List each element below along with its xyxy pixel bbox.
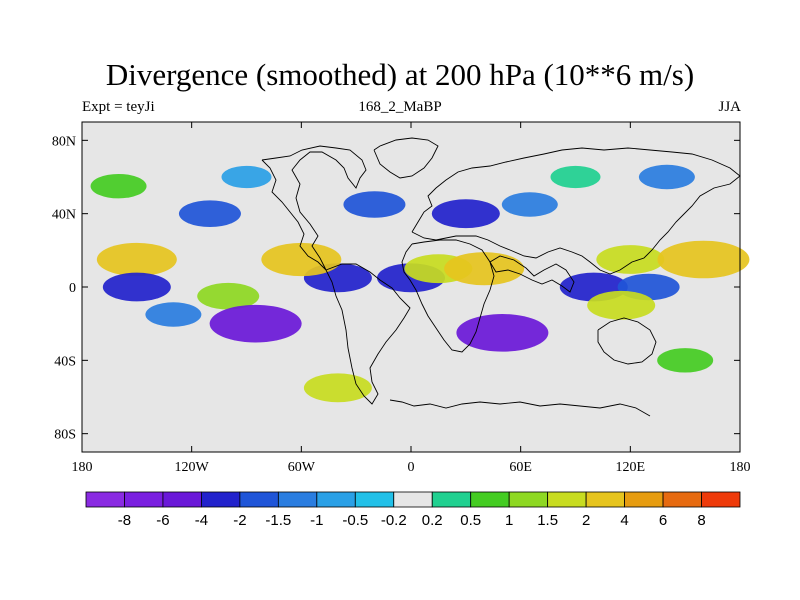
- y-tick-label-1: 40N: [52, 208, 76, 223]
- field-cell-0: [96, 242, 177, 277]
- colorbar-label-2: -4: [195, 512, 208, 529]
- field-cell-15: [431, 199, 500, 229]
- field-cell-21: [587, 290, 656, 320]
- field-cell-19: [657, 240, 750, 279]
- x-tick-label-0: 180: [72, 460, 93, 475]
- colorbar-swatch-4: [239, 491, 279, 508]
- coastline-africa: [401, 239, 495, 353]
- field-cell-9: [261, 242, 342, 277]
- colorbar-swatch-11: [508, 491, 549, 508]
- coastline-greenland: [373, 137, 439, 179]
- field-cell-23: [303, 373, 372, 403]
- colorbar-swatch-0: [85, 491, 125, 508]
- field-cell-1: [102, 272, 171, 302]
- colorbar-swatch-16: [701, 491, 741, 508]
- colorbar-swatch-2: [162, 491, 202, 508]
- colorbar-swatch-7: [354, 491, 395, 508]
- colorbar-label-4: -1.5: [265, 512, 291, 529]
- x-tick-label-4: 60E: [509, 460, 532, 475]
- divergence-field: [82, 122, 750, 452]
- colorbar-swatch-15: [662, 491, 702, 508]
- colorbar-label-11: 1.5: [537, 512, 558, 529]
- colorbar-label-5: -1: [310, 512, 323, 529]
- coastline-antarctica: [389, 399, 651, 417]
- axes: 180 120W 60W 0 60E 120E 180 80N 40N 0 40S 80S: [52, 122, 751, 475]
- colorbar-label-6: -0.5: [342, 512, 368, 529]
- field-cell-3: [209, 304, 302, 343]
- y-tick-label-0: 80N: [52, 134, 76, 149]
- colorbar-swatch-3: [201, 491, 241, 508]
- field-cell-2: [197, 282, 260, 310]
- colorbar-swatch-8: [393, 491, 433, 508]
- colorbar-label-0: -8: [118, 512, 131, 529]
- colorbar-swatch-14: [624, 491, 664, 508]
- x-tick-label-3: 0: [408, 460, 415, 475]
- colorbar-swatch-6: [316, 491, 356, 508]
- coastline-south-america: [325, 263, 411, 405]
- colorbar-label-9: 0.5: [460, 512, 481, 529]
- season-label: JJA: [718, 99, 741, 115]
- y-tick-label-4: 80S: [54, 428, 76, 443]
- field-cell-6: [221, 165, 272, 189]
- colorbar-label-14: 6: [659, 512, 667, 529]
- field-cell-10: [343, 191, 406, 218]
- field-cell-18: [596, 245, 665, 274]
- colorbar: -8 -6 -4 -2 -1.5 -1 -0.5 -0.2 0.2 0.5 1 1.5 2 4 6 8: [85, 491, 741, 529]
- field-cell-13: [444, 252, 525, 286]
- colorbar-label-13: 4: [620, 512, 628, 529]
- x-tick-label-6: 180: [730, 460, 751, 475]
- colorbar-swatch-9: [431, 491, 472, 508]
- colorbar-label-15: 8: [697, 512, 705, 529]
- colorbar-swatch-12: [547, 491, 587, 508]
- field-cell-24: [550, 165, 601, 189]
- experiment-label: Expt = teyJi: [82, 99, 155, 115]
- field-cell-5: [178, 200, 241, 227]
- colorbar-label-10: 1: [505, 512, 513, 529]
- colorbar-label-3: -2: [233, 512, 246, 529]
- coastline-australia: [597, 317, 657, 365]
- colorbar-swatch-5: [277, 491, 318, 508]
- coastline-south-asia: [489, 255, 575, 293]
- coastline-north-america: [261, 145, 367, 271]
- field-cell-25: [638, 164, 695, 190]
- colorbar-label-12: 2: [582, 512, 590, 529]
- field-cell-14: [456, 314, 549, 352]
- field-cell-22: [657, 348, 714, 373]
- y-tick-label-3: 40S: [54, 354, 76, 369]
- x-tick-label-2: 60W: [288, 460, 316, 475]
- run-id-label: 168_2_MaBP: [358, 99, 442, 115]
- colorbar-swatch-10: [470, 491, 510, 508]
- x-tick-label-1: 120W: [175, 460, 210, 475]
- y-tick-label-2: 0: [69, 281, 76, 296]
- colorbar-swatch-1: [124, 491, 164, 508]
- coastline-eurasia: [411, 147, 741, 275]
- colorbar-label-7: -0.2: [381, 512, 407, 529]
- coastline-outlines: [261, 137, 741, 417]
- colorbar-swatch-13: [585, 491, 625, 508]
- field-cell-7: [90, 173, 147, 199]
- colorbar-label-1: -6: [156, 512, 169, 529]
- field-cell-16: [501, 192, 558, 217]
- x-tick-label-5: 120E: [616, 460, 646, 475]
- colorbar-label-8: 0.2: [422, 512, 443, 529]
- chart-title: Divergence (smoothed) at 200 hPa (10**6 …: [105, 57, 695, 92]
- field-cell-4: [145, 302, 202, 327]
